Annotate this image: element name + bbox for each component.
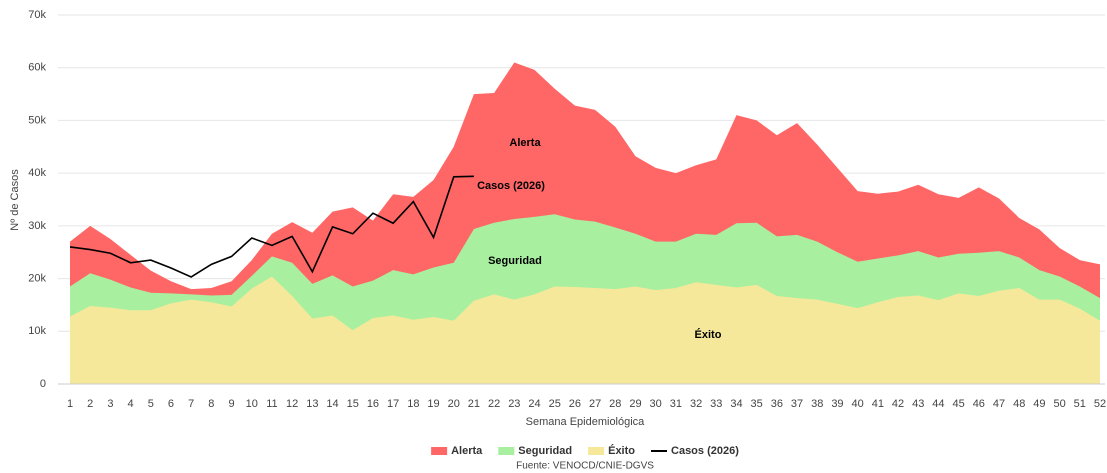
x-tick-label: 44 <box>932 398 944 410</box>
x-tick-label: 41 <box>872 398 884 410</box>
x-tick-label: 38 <box>811 398 823 410</box>
legend-label: Alerta <box>451 445 483 457</box>
x-tick-label: 33 <box>710 398 722 410</box>
legend-item[interactable]: Casos (2026) <box>651 445 739 457</box>
legend-item[interactable]: Alerta <box>431 445 483 457</box>
x-tick-label: 16 <box>367 398 379 410</box>
legend-label: Éxito <box>608 444 635 457</box>
annotation: Éxito <box>695 328 722 341</box>
x-tick-label: 40 <box>852 398 864 410</box>
x-tick-label: 43 <box>912 398 924 410</box>
x-tick-label: 39 <box>831 398 843 410</box>
x-tick-label: 35 <box>751 398 763 410</box>
x-tick-label: 42 <box>892 398 904 410</box>
annotation: Casos (2026) <box>477 180 545 192</box>
legend: Alerta Seguridad Éxito Casos (2026) <box>431 444 739 457</box>
x-tick-label: 20 <box>448 398 460 410</box>
x-tick-label: 51 <box>1074 398 1086 410</box>
source: Fuente: VENOCD/CNIE-DGVS <box>516 461 654 472</box>
x-tick-label: 5 <box>148 398 154 410</box>
x-tick-label: 24 <box>528 398 540 410</box>
x-tick-label: 27 <box>589 398 601 410</box>
legend-marker <box>431 447 448 455</box>
x-tick-label: 7 <box>188 398 194 410</box>
legend-item[interactable]: Seguridad <box>498 445 572 457</box>
x-tick-label: 26 <box>569 398 581 410</box>
y-tick-label: 0 <box>40 378 46 390</box>
x-tick-label: 8 <box>208 398 214 410</box>
y-axis-title: Nº de Casos <box>9 169 21 231</box>
y-tick-label: 20k <box>28 272 46 284</box>
x-tick-label: 13 <box>306 398 318 410</box>
x-tick-label: 49 <box>1033 398 1045 410</box>
x-tick-label: 29 <box>629 398 641 410</box>
y-tick-label: 10k <box>28 325 46 337</box>
x-tick-label: 15 <box>347 398 359 410</box>
x-tick-label: 32 <box>690 398 702 410</box>
x-tick-label: 21 <box>468 398 480 410</box>
x-tick-label: 1 <box>67 398 73 410</box>
x-tick-label: 6 <box>168 398 174 410</box>
legend-item[interactable]: Éxito <box>588 444 635 457</box>
x-tick-label: 46 <box>973 398 985 410</box>
x-tick-label: 2 <box>87 398 93 410</box>
x-tick-label: 14 <box>326 398 338 410</box>
x-tick-label: 52 <box>1094 398 1106 410</box>
x-tick-label: 19 <box>427 398 439 410</box>
y-tick-label: 40k <box>28 167 46 179</box>
x-tick-label: 31 <box>670 398 682 410</box>
x-tick-label: 10 <box>246 398 258 410</box>
line <box>69 175 474 278</box>
x-tick-label: 45 <box>953 398 965 410</box>
x-tick-label: 37 <box>791 398 803 410</box>
legend-label: Seguridad <box>518 445 572 457</box>
annotation: Alerta <box>509 137 541 149</box>
annotation: Seguridad <box>488 255 542 267</box>
x-tick-label: 3 <box>107 398 113 410</box>
y-tick-label: 50k <box>28 114 46 126</box>
x-tick-label: 12 <box>286 398 298 410</box>
x-tick-label: 50 <box>1053 398 1065 410</box>
x-tick-label: 18 <box>407 398 419 410</box>
y-tick-label: 60k <box>28 62 46 74</box>
x-tick-label: 23 <box>508 398 520 410</box>
y-tick-label: 70k <box>28 9 46 21</box>
x-tick-label: 48 <box>1013 398 1025 410</box>
x-tick-label: 30 <box>650 398 662 410</box>
x-tick-label: 17 <box>387 398 399 410</box>
legend-marker <box>588 447 605 455</box>
x-axis-title: Semana Epidemiológica <box>526 416 646 428</box>
x-tick-label: 28 <box>609 398 621 410</box>
x-tick-label: 36 <box>771 398 783 410</box>
x-tick-label: 47 <box>993 398 1005 410</box>
x-tick-label: 34 <box>730 398 742 410</box>
x-tick-label: 11 <box>266 398 277 410</box>
legend-marker <box>498 447 515 455</box>
area <box>70 276 1100 384</box>
legend-label: Casos (2026) <box>671 445 739 457</box>
x-tick-label: 4 <box>128 398 134 410</box>
y-tick-label: 30k <box>28 220 46 232</box>
x-tick-label: 22 <box>488 398 500 410</box>
x-tick-label: 25 <box>549 398 561 410</box>
x-tick-label: 9 <box>229 398 235 410</box>
